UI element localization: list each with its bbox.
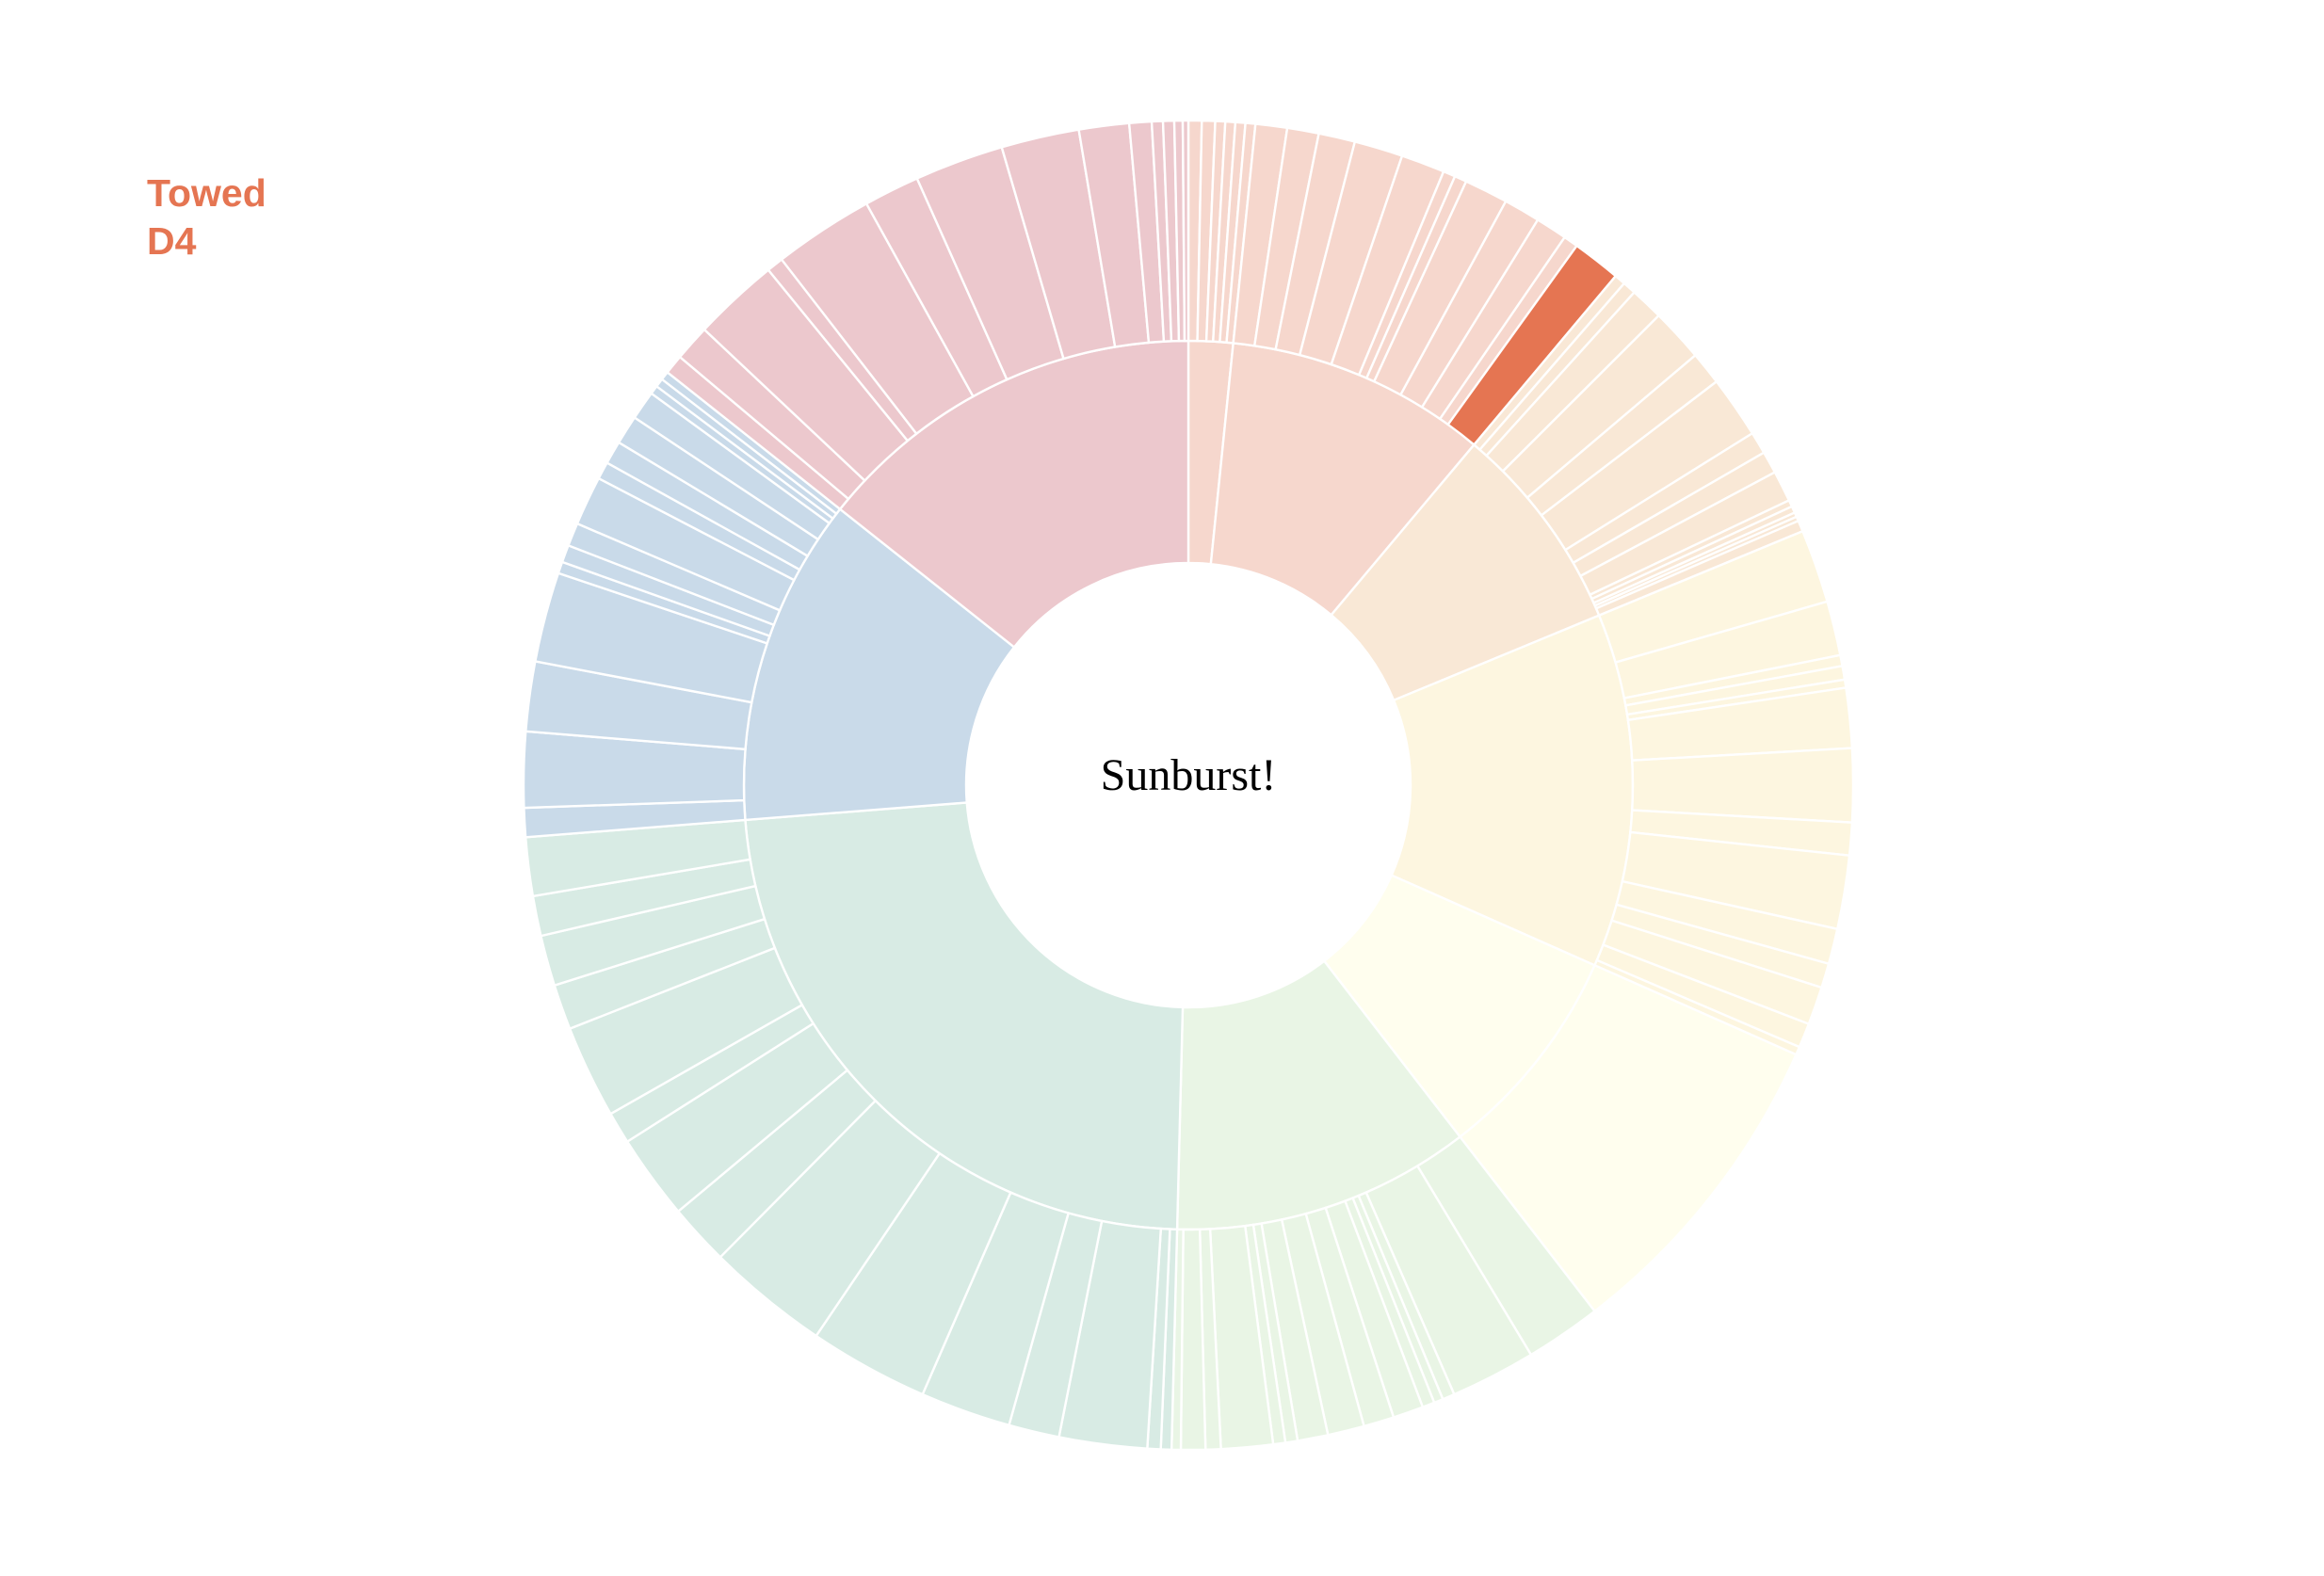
hover-path-label: Towed D4 (147, 169, 266, 265)
sunburst-arcs (522, 119, 1855, 1452)
center-label: Sunburst! (1101, 750, 1277, 800)
hover-label-level2: D4 (147, 219, 197, 263)
hover-label-level1: Towed (147, 171, 266, 215)
sunburst-arc-level2[interactable] (1179, 1228, 1207, 1452)
sunburst-arc-level2[interactable] (1181, 119, 1190, 343)
